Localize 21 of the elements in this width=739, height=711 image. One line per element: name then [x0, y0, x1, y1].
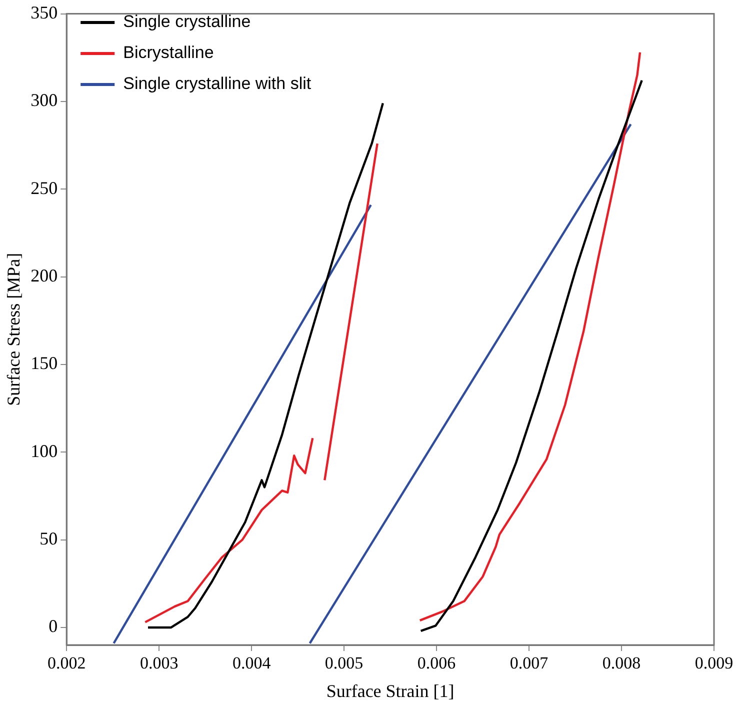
x-axis-title: Surface Strain [1] [326, 680, 454, 701]
y-axis-title: Surface Stress [MPa] [4, 252, 24, 406]
x-tick-label: 0.009 [694, 654, 734, 673]
y-tick-label: 250 [30, 178, 58, 198]
y-tick-label: 50 [40, 528, 58, 549]
x-tick-label: 0.007 [510, 654, 549, 673]
y-tick-label: 0 [48, 616, 58, 636]
x-tick-label: 0.005 [324, 654, 364, 673]
legend-label: Single crystalline with slit [123, 74, 312, 94]
legend-label: Bicrystalline [123, 43, 214, 62]
y-tick-label: 350 [30, 2, 58, 23]
y-tick-label: 300 [30, 90, 58, 110]
x-tick-label: 0.006 [417, 654, 456, 673]
x-tick-label: 0.002 [47, 654, 86, 673]
y-tick-label: 100 [30, 440, 58, 461]
x-tick-label: 0.004 [232, 654, 272, 673]
y-tick-label: 200 [30, 266, 58, 286]
x-tick-label: 0.008 [602, 654, 641, 673]
legend-label: Single crystalline [123, 12, 251, 32]
x-tick-label: 0.003 [140, 654, 178, 673]
y-tick-label: 150 [30, 353, 58, 374]
